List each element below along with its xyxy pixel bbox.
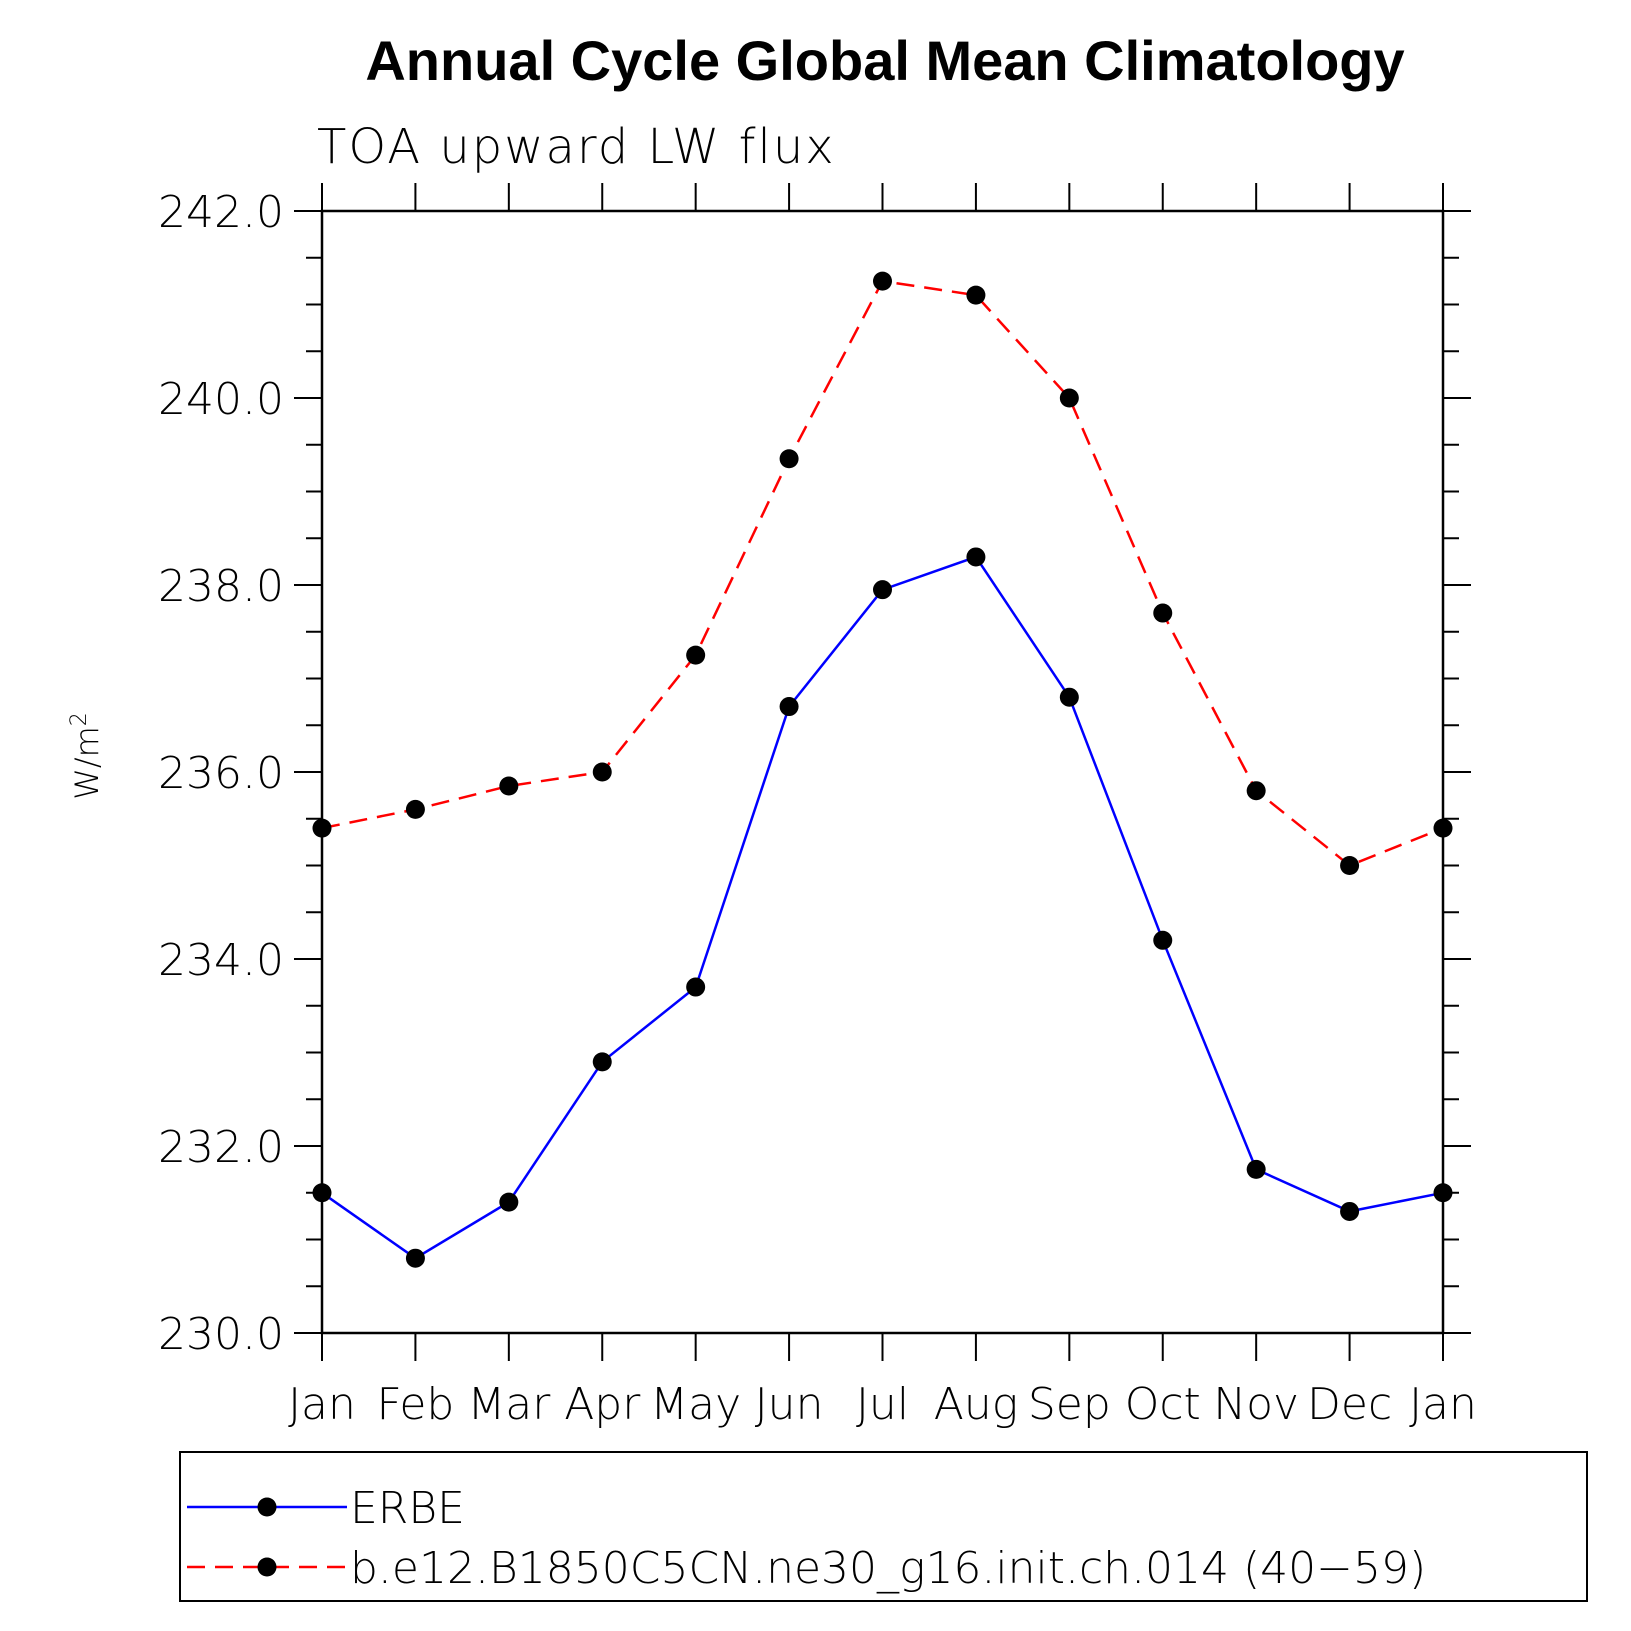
plot-frame [320, 209, 1445, 1335]
chart-title: Annual Cycle Global Mean Climatology [365, 29, 1404, 92]
data-point [592, 1052, 612, 1072]
data-point [312, 818, 332, 838]
data-point [1340, 856, 1360, 875]
x-tick-label: Mar [467, 1379, 551, 1430]
legend: ERBE b.e12.B1850C5CN.ne30_g16.init.ch.014… [179, 1451, 1588, 1602]
data-point [405, 799, 425, 819]
data-point [405, 1248, 425, 1268]
axes: 230.0 232.0 234.0 236.0 238.0 240.0 242.0 Jan Fe… [158, 183, 1477, 1430]
data-point [1433, 818, 1453, 838]
x-tick-label: Feb [376, 1379, 454, 1430]
data-point [1433, 1183, 1453, 1203]
y-tick-label: 232.0 [158, 1122, 284, 1173]
y-axis-label: W/m2 [67, 712, 106, 800]
series-1 [312, 547, 1453, 1268]
chart-subtitle: TOA upward LW flux [317, 119, 836, 175]
x-tick-label: Jan [288, 1379, 356, 1430]
data-point [499, 776, 519, 796]
y-tick-label: 230.0 [158, 1309, 284, 1360]
y-tick-label: 234.0 [158, 935, 284, 986]
data-point [779, 449, 799, 469]
legend-label: ERBE [350, 1483, 465, 1534]
data-point [1340, 1201, 1360, 1221]
y-axis-label-superscript: 2 [67, 712, 92, 726]
data-point [312, 1183, 332, 1203]
y-tick-label: 242.0 [158, 187, 284, 238]
series-layer [312, 271, 1453, 1268]
legend-box [179, 1451, 1588, 1602]
data-point [592, 762, 612, 782]
series-line [321, 555, 1444, 1260]
x-tick-label: Oct [1125, 1379, 1201, 1430]
y-tick-label: 238.0 [158, 561, 284, 612]
data-point [873, 580, 892, 600]
data-point [779, 697, 799, 717]
y-axis-label-text: W/m [68, 726, 106, 800]
data-point [1153, 603, 1173, 623]
data-point [966, 285, 986, 305]
data-point [1059, 388, 1079, 408]
data-point [499, 1192, 519, 1212]
legend-item: b.e12.B1850C5CN.ne30_g16.init.ch.014 (40… [187, 1543, 1426, 1594]
data-point [1246, 1159, 1266, 1179]
data-point [1059, 687, 1079, 707]
x-tick-label: Apr [564, 1379, 641, 1430]
data-point [873, 271, 892, 291]
x-tick-label: May [650, 1379, 741, 1430]
x-tick-label: Nov [1213, 1379, 1299, 1430]
y-tick-label: 236.0 [158, 748, 284, 799]
x-tick-label: Jun [755, 1379, 824, 1430]
y-tick-label: 240.0 [158, 374, 284, 425]
data-point [966, 547, 986, 567]
data-point [686, 645, 706, 665]
legend-label: b.e12.B1850C5CN.ne30_g16.init.ch.014 (40… [350, 1543, 1426, 1594]
x-tick-label: Dec [1307, 1379, 1392, 1430]
x-tick-label: Sep [1028, 1379, 1111, 1430]
svg-text:W/m2: W/m2 [67, 712, 106, 800]
x-tick-label: Jan [1409, 1379, 1477, 1430]
series-2 [312, 271, 1453, 875]
legend-item: ERBE [187, 1483, 465, 1534]
legend-swatch-marker [257, 1557, 277, 1577]
data-point [1153, 930, 1173, 950]
series-line [321, 279, 1444, 867]
data-point [686, 977, 706, 997]
legend-swatch-marker [257, 1497, 277, 1517]
x-tick-label: Aug [934, 1379, 1018, 1430]
data-point [1246, 781, 1266, 801]
x-tick-label: Jul [856, 1379, 909, 1430]
